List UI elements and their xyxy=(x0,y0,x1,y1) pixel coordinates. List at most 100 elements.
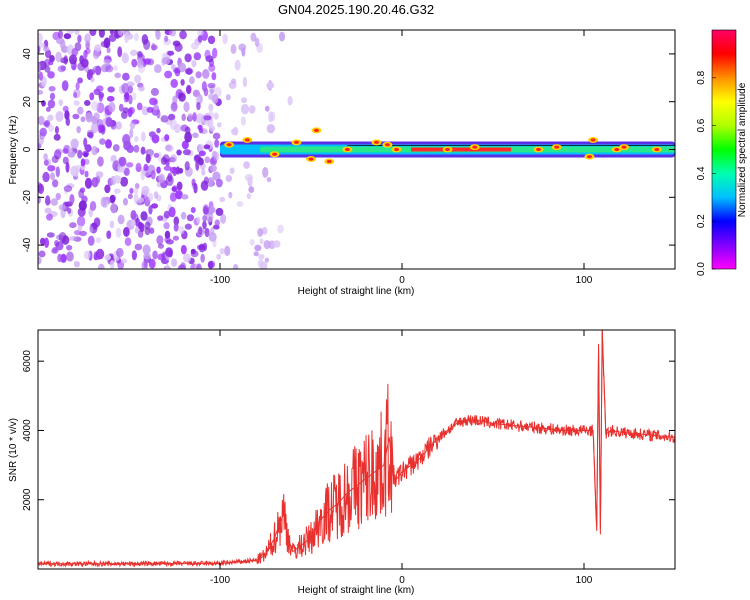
noise-blob xyxy=(266,81,275,89)
noise-blob xyxy=(117,214,125,225)
colorbar: 0.0 0.2 0.4 0.6 0.8 Normalized spectral ampl… xyxy=(696,29,748,276)
noise-blob xyxy=(55,166,60,178)
noise-blob xyxy=(249,239,255,246)
noise-blob xyxy=(98,30,105,38)
y-tick-label: 0 xyxy=(22,146,33,152)
signal-hotspot-core xyxy=(586,155,592,159)
noise-blob xyxy=(224,245,231,257)
noise-blob xyxy=(181,113,186,122)
noise-blob xyxy=(169,192,177,202)
noise-blob xyxy=(83,137,88,148)
noise-blob xyxy=(79,230,87,237)
noise-blob xyxy=(44,237,50,248)
noise-blob xyxy=(173,222,179,232)
noise-blob xyxy=(74,167,79,178)
noise-blob xyxy=(80,158,86,167)
noise-blob xyxy=(134,226,140,234)
noise-blob xyxy=(140,169,145,181)
noise-blob xyxy=(150,44,158,51)
noise-blob xyxy=(89,201,97,211)
y-tick-label: 6000 xyxy=(22,350,33,373)
noise-blob xyxy=(248,105,256,114)
noise-blob xyxy=(143,261,148,268)
noise-blob xyxy=(113,65,118,71)
noise-blob xyxy=(91,100,99,111)
noise-blob xyxy=(201,168,206,176)
noise-blob xyxy=(72,113,80,120)
noise-blob xyxy=(131,250,137,261)
noise-blob xyxy=(264,257,270,263)
noise-blob xyxy=(173,216,180,226)
noise-blob xyxy=(181,194,189,200)
signal-hotspot-core xyxy=(590,138,596,142)
noise-blob xyxy=(90,122,99,134)
noise-blob xyxy=(123,226,130,237)
noise-blob xyxy=(98,93,103,102)
noise-blob xyxy=(115,121,122,130)
noise-blob xyxy=(55,51,62,63)
noise-blob xyxy=(213,151,220,162)
noise-blob xyxy=(38,183,45,195)
noise-blob xyxy=(124,237,132,247)
noise-blob xyxy=(145,153,151,164)
noise-blob xyxy=(112,144,120,152)
noise-blob xyxy=(138,85,145,92)
noise-blob xyxy=(190,250,199,258)
noise-blob xyxy=(142,244,151,255)
snr-frame xyxy=(37,329,676,570)
noise-blob xyxy=(67,150,76,158)
noise-blob xyxy=(113,188,121,194)
noise-blob xyxy=(76,126,81,134)
noise-blob xyxy=(38,115,45,126)
noise-blob xyxy=(229,167,235,174)
noise-blob xyxy=(201,81,207,92)
noise-blob xyxy=(130,219,136,227)
noise-blob xyxy=(238,43,247,52)
noise-blob xyxy=(50,198,58,206)
noise-blob xyxy=(242,76,247,88)
noise-blob xyxy=(203,115,212,121)
noise-blob xyxy=(38,71,44,81)
noise-blob xyxy=(254,37,260,47)
noise-blob xyxy=(83,145,92,151)
noise-blob xyxy=(165,144,172,151)
noise-blob xyxy=(198,243,206,253)
signal-hotspot-core xyxy=(554,145,560,149)
snr-y-label: SNR (10 * v/v) xyxy=(8,418,19,482)
noise-blob xyxy=(126,81,135,87)
noise-blob xyxy=(257,227,264,237)
snr-series-line xyxy=(38,330,675,568)
snr-series-trend xyxy=(38,330,675,565)
noise-blob xyxy=(115,227,122,238)
noise-blob xyxy=(97,124,103,134)
noise-blob xyxy=(174,68,181,77)
noise-blob xyxy=(65,117,71,127)
noise-blob xyxy=(84,170,89,178)
noise-blob xyxy=(202,70,209,77)
noise-blob xyxy=(149,97,158,106)
noise-blob xyxy=(51,179,59,188)
noise-blob xyxy=(165,263,170,269)
noise-blob xyxy=(208,103,214,112)
noise-blob xyxy=(97,156,104,167)
noise-blob xyxy=(162,154,170,163)
noise-blob xyxy=(91,176,99,188)
noise-blob xyxy=(127,85,134,94)
noise-blob xyxy=(109,220,115,229)
noise-blob xyxy=(60,253,67,263)
noise-blob xyxy=(232,263,239,269)
noise-blob xyxy=(69,194,75,205)
snr-series-group xyxy=(38,330,675,568)
noise-blob xyxy=(51,248,59,254)
noise-blob xyxy=(164,35,169,43)
noise-blob xyxy=(169,119,178,131)
noise-blob xyxy=(67,207,72,214)
signal-band-peak xyxy=(411,147,512,152)
noise-blob xyxy=(170,154,178,163)
noise-blob xyxy=(143,252,151,260)
noise-blob xyxy=(153,191,159,199)
noise-blob xyxy=(262,167,269,178)
noise-blob xyxy=(202,220,207,230)
noise-blob xyxy=(45,195,51,206)
noise-blob xyxy=(91,145,99,156)
